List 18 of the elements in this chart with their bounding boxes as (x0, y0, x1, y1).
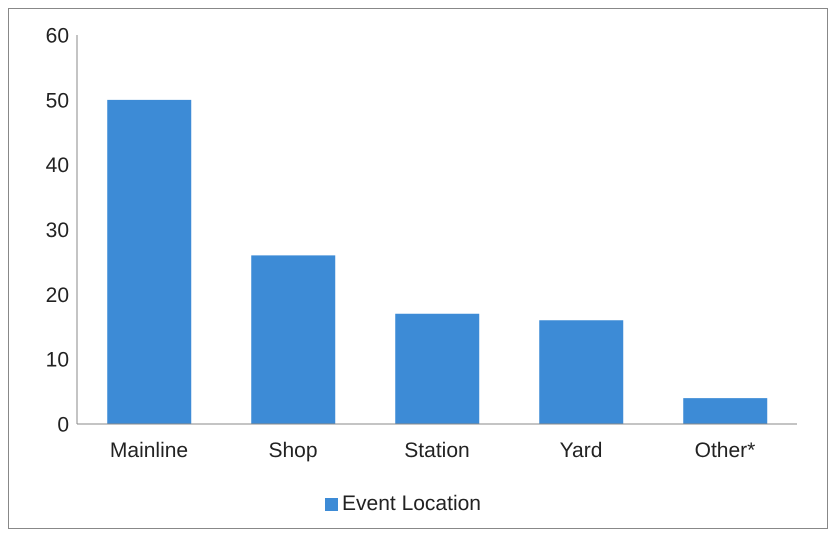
y-tick-label: 30 (46, 218, 69, 242)
x-tick-label: Mainline (110, 438, 188, 462)
y-tick-label: 40 (46, 154, 69, 178)
x-tick-label: Shop (268, 438, 318, 462)
bar (107, 100, 192, 424)
y-tick-label: 0 (57, 413, 69, 436)
legend-label: Event Location (342, 492, 481, 515)
y-tick-label: 60 (46, 24, 69, 48)
y-tick-label: 10 (46, 348, 69, 372)
bar (251, 255, 336, 424)
bar (683, 398, 768, 424)
bar (539, 320, 624, 424)
x-tick-label: Other* (694, 438, 756, 462)
y-tick-label: 50 (46, 89, 69, 112)
bar (395, 314, 480, 424)
x-tick-label: Yard (560, 438, 602, 462)
x-tick-label: Station (404, 438, 470, 462)
y-tick-label: 20 (46, 284, 69, 307)
